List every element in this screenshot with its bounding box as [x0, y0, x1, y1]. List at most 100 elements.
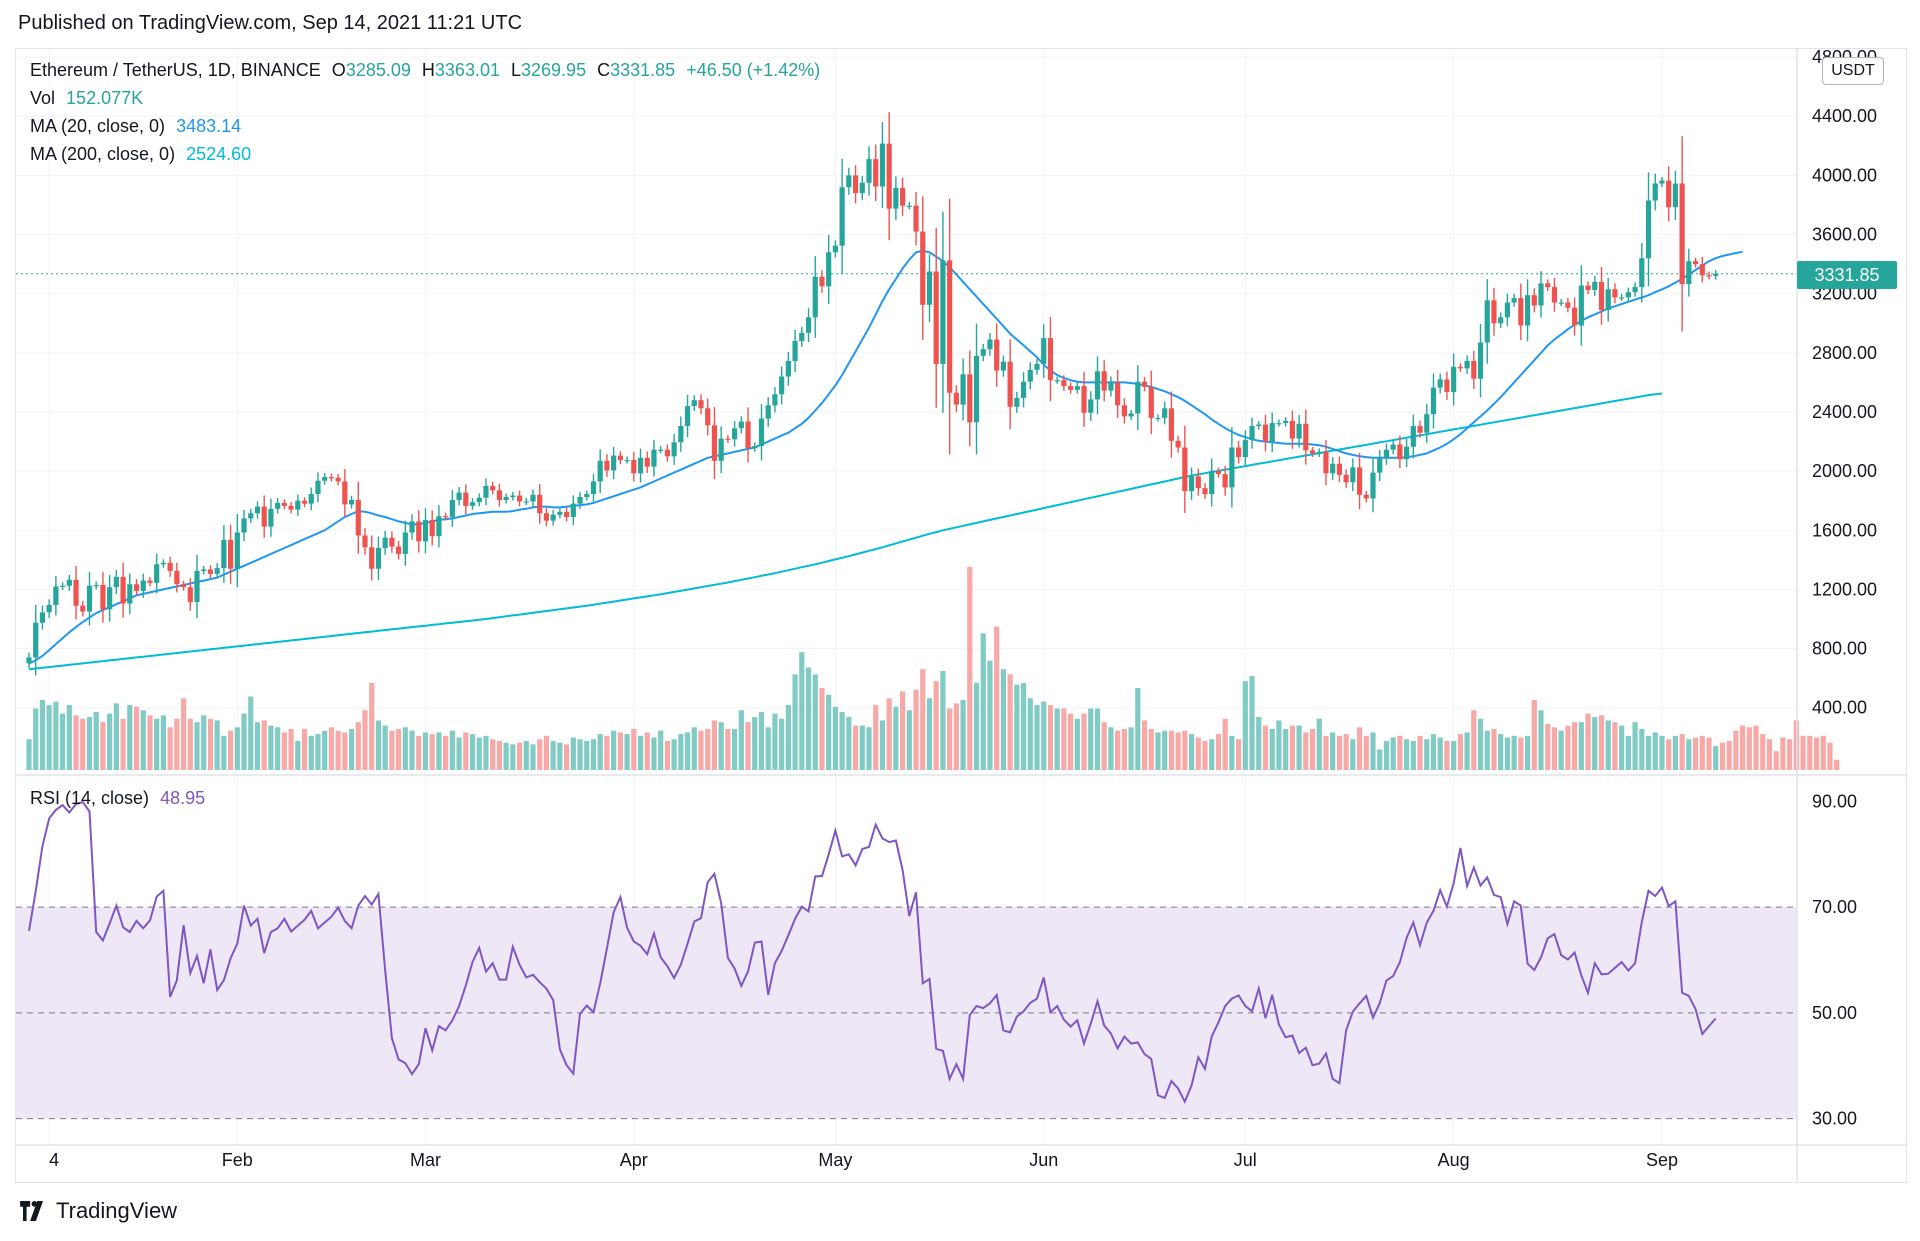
volume-bar	[53, 701, 59, 770]
volume-bar	[1451, 740, 1457, 770]
candle-body	[960, 374, 966, 405]
price-tick-label: 1600.00	[1812, 520, 1877, 540]
volume-bar	[711, 720, 718, 770]
legend-vol-label: Vol	[30, 88, 56, 108]
candle-body	[1336, 463, 1342, 475]
volume-bar	[281, 732, 287, 770]
volume-bar	[631, 729, 637, 770]
volume-bar	[879, 720, 886, 770]
price-tick-label: 2800.00	[1812, 343, 1877, 363]
volume-bar	[557, 742, 563, 770]
volume-bar	[1551, 727, 1558, 770]
candle-body	[866, 159, 872, 183]
volume-bar	[530, 744, 536, 770]
volume-bar	[1740, 725, 1746, 770]
volume-bar	[39, 699, 46, 770]
volume-bar	[1531, 699, 1537, 770]
footer-brand[interactable]: TradingView	[18, 1198, 177, 1224]
candle-body	[1491, 300, 1497, 324]
volume-bar	[1034, 705, 1040, 770]
candle-body	[301, 500, 308, 504]
candle-body	[1148, 386, 1154, 418]
candle-body	[967, 374, 973, 423]
candle-body	[1477, 342, 1484, 379]
volume-bar	[402, 727, 408, 770]
candle-body	[1094, 371, 1101, 400]
volume-bar	[1787, 739, 1793, 770]
candle-body	[805, 317, 812, 333]
volume-bar	[456, 737, 462, 770]
volume-bar	[987, 660, 993, 770]
volume-bar	[214, 720, 220, 770]
volume-bars	[26, 566, 1840, 770]
candle-body	[711, 425, 718, 461]
candle-body	[328, 477, 334, 479]
candle-body	[496, 490, 502, 500]
candle-body	[174, 570, 180, 585]
candle-body	[1047, 338, 1054, 381]
volume-bar	[873, 705, 879, 770]
candle-body	[73, 579, 79, 606]
volume-bar	[1430, 734, 1437, 770]
candle-body	[1612, 289, 1618, 298]
legend-high: H3363.01	[422, 60, 500, 80]
volume-bar	[1558, 730, 1564, 770]
rsi-path	[28, 800, 1717, 1105]
candle-body	[570, 503, 576, 517]
volume-bar	[611, 730, 617, 770]
candle-body	[228, 539, 234, 569]
candle-body	[194, 570, 200, 602]
candle-body	[611, 455, 617, 471]
volume-bar	[1484, 730, 1490, 770]
legend-volume: Vol 152.077K	[30, 88, 149, 109]
candle-body	[953, 392, 959, 405]
volume-bar	[1572, 722, 1578, 770]
rsi-tick-label: 30.00	[1812, 1109, 1857, 1129]
candle-body	[1209, 471, 1215, 495]
candle-body	[1236, 447, 1242, 458]
currency-badge[interactable]: USDT	[1822, 57, 1884, 85]
price-tick-label: 4000.00	[1812, 165, 1877, 185]
volume-bar	[973, 682, 980, 770]
candle-body	[1229, 447, 1235, 488]
candle-body	[920, 231, 926, 305]
candle-body	[86, 585, 93, 612]
volume-bar	[254, 722, 261, 770]
candle-body	[1498, 317, 1504, 324]
price-tick-label: 1200.00	[1812, 579, 1877, 599]
volume-bar	[1464, 732, 1470, 770]
candle-body	[449, 499, 455, 517]
volume-bar	[1141, 720, 1148, 770]
candle-body	[779, 376, 785, 395]
legend-change: +46.50 (+1.42%)	[686, 60, 821, 80]
volume-bar	[1020, 682, 1027, 770]
volume-bar	[496, 740, 502, 770]
candle-body	[463, 492, 469, 506]
volume-bar	[1538, 710, 1544, 770]
candle-body	[1121, 405, 1127, 417]
volume-bar	[1471, 710, 1477, 770]
legend-open-key: O	[331, 60, 346, 80]
volume-bar	[1027, 698, 1033, 770]
volume-bar	[1182, 730, 1188, 770]
candle-body	[1256, 424, 1262, 427]
volume-bar	[1699, 735, 1705, 770]
volume-bar	[503, 742, 509, 770]
candle-body	[1088, 399, 1094, 413]
candle-body	[1457, 366, 1463, 369]
candle-body	[644, 457, 650, 467]
candle-body	[1168, 408, 1174, 441]
candle-body	[167, 562, 173, 571]
rsi-tick-label: 90.00	[1812, 791, 1857, 811]
candle-body	[671, 442, 677, 457]
candle-body	[1511, 298, 1517, 303]
volume-bar	[469, 734, 476, 770]
price-tick-label: 3600.00	[1812, 225, 1877, 245]
volume-bar	[644, 732, 650, 770]
volume-bar	[1168, 730, 1174, 770]
volume-bar	[1128, 727, 1134, 770]
volume-bar	[1773, 751, 1779, 770]
volume-bar	[396, 729, 402, 770]
volume-bar	[1061, 708, 1067, 770]
